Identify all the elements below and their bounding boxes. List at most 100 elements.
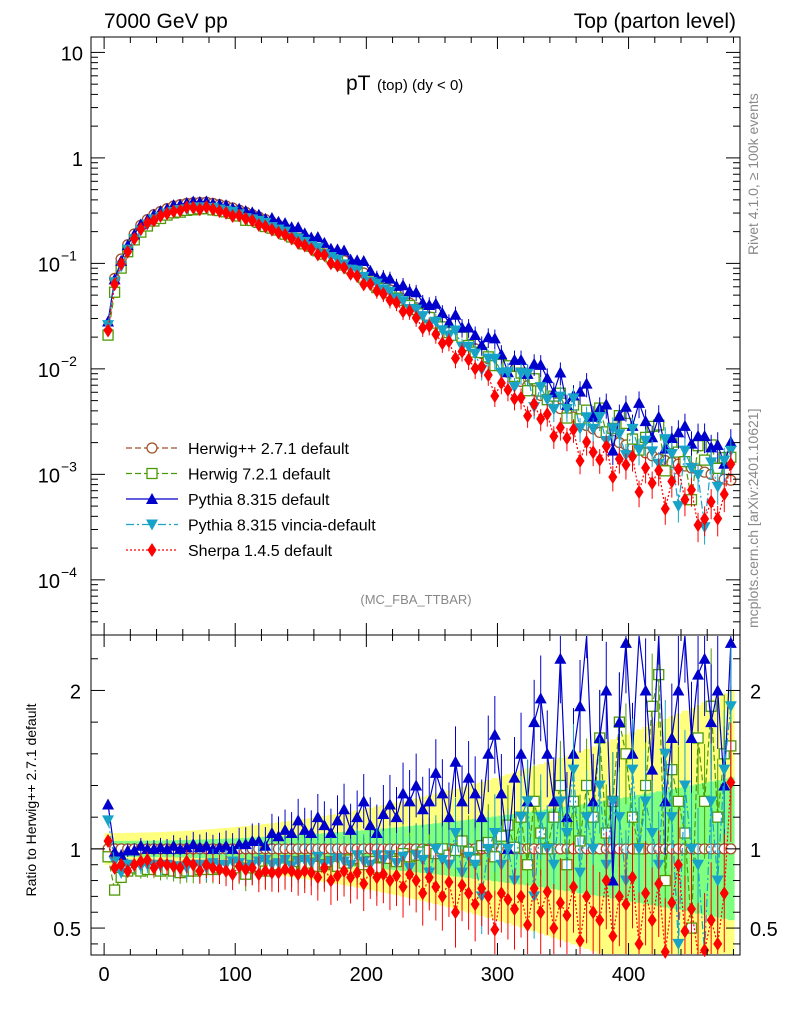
data-point-sherpa-1-4-5-default [182,200,192,215]
ratio-point-sherpa-1-4-5-default [129,857,139,872]
data-point-sherpa-1-4-5-default [673,461,683,476]
ratio-point-sherpa-1-4-5-default [424,870,434,885]
data-point-pythia-8-315-vincia-default [574,423,587,435]
ratio-point-pythia-8-315-default [469,787,482,799]
data-point-pythia-8-315-vincia-default [606,423,619,435]
plot-title-main: pT [346,72,371,95]
data-point-pythia-8-315-vincia-default [383,286,396,298]
data-point-sherpa-1-4-5-default [719,487,729,502]
data-point-sherpa-1-4-5-default [542,407,552,422]
ratio-point-pythia-8-315-default [416,803,429,815]
data-point-sherpa-1-4-5-default [536,411,546,426]
ratio-point-sherpa-1-4-5-default [509,902,519,917]
ratio-point-pythia-8-315-default [724,636,737,648]
data-point-sherpa-1-4-5-default [208,202,218,217]
ratio-point-sherpa-1-4-5-default [155,856,165,871]
data-point-sherpa-1-4-5-default [647,476,657,491]
x-tick-label: 100 [219,964,252,986]
y-tick-label: 10 [61,43,83,65]
ratio-point-sherpa-1-4-5-default [280,862,290,877]
y-tick-label-exp: −4 [61,564,77,580]
data-point-sherpa-1-4-5-default [588,445,598,460]
data-point-sherpa-1-4-5-default [555,420,565,435]
data-point-sherpa-1-4-5-default [503,382,513,397]
data-point-sherpa-1-4-5-default [267,222,277,237]
data-point-pythia-8-315-default [311,231,324,243]
data-point-sherpa-1-4-5-default [241,211,251,226]
ratio-point-pythia-8-315-vincia-default [587,843,600,855]
data-point-sherpa-1-4-5-default [450,351,460,366]
ratio-point-pythia-8-315-default [279,823,292,835]
data-point-pythia-8-315-default [652,410,665,422]
data-point-pythia-8-315-vincia-default [718,455,731,467]
data-point-pythia-8-315-vincia-default [429,316,442,328]
data-point-pythia-8-315-vincia-default [639,435,652,447]
data-point-sherpa-1-4-5-default [490,388,500,403]
data-point-sherpa-1-4-5-default [346,266,356,281]
ratio-point-pythia-8-315-vincia-default [574,867,587,879]
data-point-sherpa-1-4-5-default [706,494,716,509]
ratio-point-sherpa-1-4-5-default [208,860,218,875]
data-point-pythia-8-315-vincia-default [449,325,462,337]
y-tick-label-base: 10 [38,465,60,487]
data-point-pythia-8-315-vincia-default [469,348,482,360]
ratio-point-sherpa-1-4-5-default [673,857,683,872]
ratio-point-sherpa-1-4-5-default [627,870,637,885]
data-point-sherpa-1-4-5-default [136,222,146,237]
data-point-sherpa-1-4-5-default [562,431,572,446]
data-point-sherpa-1-4-5-default [214,204,224,219]
ratio-point-pythia-8-315-vincia-default [692,859,705,871]
data-point-sherpa-1-4-5-default [496,376,506,391]
x-tick-label: 300 [481,964,514,986]
ratio-point-pythia-8-315-default [102,798,115,810]
ratio-point-pythia-8-315-default [665,731,678,743]
ratio-point-pythia-8-315-default [508,771,521,783]
y-tick-label-exp: −2 [61,353,77,369]
data-point-sherpa-1-4-5-default [391,295,401,310]
data-point-pythia-8-315-default [429,297,442,309]
y-tick-label-exp: −1 [61,247,77,263]
data-point-pythia-8-315-default [442,316,455,328]
data-point-sherpa-1-4-5-default [568,422,578,437]
ratio-point-sherpa-1-4-5-default [647,913,657,928]
header-right: Top (parton level) [574,10,736,33]
ratio-point-pythia-8-315-vincia-default [606,796,619,808]
ratio-point-herwig-7-2-1-default [521,859,534,871]
data-point-sherpa-1-4-5-default [129,231,139,246]
ratio-point-herwig-7-2-1-default [672,795,685,807]
ratio-point-sherpa-1-4-5-default [319,860,329,875]
ratio-point-sherpa-1-4-5-default [483,889,493,904]
legend-label: Pythia 8.315 default [188,492,330,509]
legend: Herwig++ 2.7.1 default Herwig 7.2.1 defau… [126,441,376,560]
ratio-point-sherpa-1-4-5-default [352,865,362,880]
data-point-pythia-8-315-default [292,221,305,233]
y-tick-label-base: 10 [38,254,60,276]
ratio-point-pythia-8-315-vincia-default [469,859,482,871]
data-point-sherpa-1-4-5-default [444,334,454,349]
ratio-point-pythia-8-315-vincia-default [633,843,646,855]
data-point-pythia-8-315-vincia-default [541,394,554,406]
data-point-sherpa-1-4-5-default [162,206,172,221]
y-tick-label-exp: −3 [61,458,77,474]
ratio-point-sherpa-1-4-5-default [326,873,336,888]
ratio-point-pythia-8-315-vincia-default [554,796,567,808]
data-point-sherpa-1-4-5-default [575,453,585,468]
ratio-point-pythia-8-315-default [272,830,285,842]
data-point-sherpa-1-4-5-default [464,352,474,367]
ratio-point-pythia-8-315-default [220,839,233,851]
legend-marker [146,467,158,480]
ratio-point-sherpa-1-4-5-default [601,873,611,888]
ratio-point-pythia-8-315-default [167,839,180,851]
data-point-pythia-8-315-default [488,332,501,344]
x-tick-label: 400 [612,964,645,986]
data-point-sherpa-1-4-5-default [660,501,670,516]
ratio-point-pythia-8-315-default [331,814,344,826]
data-point-sherpa-1-4-5-default [247,213,257,228]
data-point-sherpa-1-4-5-default [359,277,369,292]
ratio-point-pythia-8-315-vincia-default [626,764,639,776]
data-point-sherpa-1-4-5-default [713,511,723,526]
ratio-point-sherpa-1-4-5-default [359,876,369,891]
data-point-sherpa-1-4-5-default [195,202,205,217]
ratio-point-pythia-8-315-default [410,779,423,791]
